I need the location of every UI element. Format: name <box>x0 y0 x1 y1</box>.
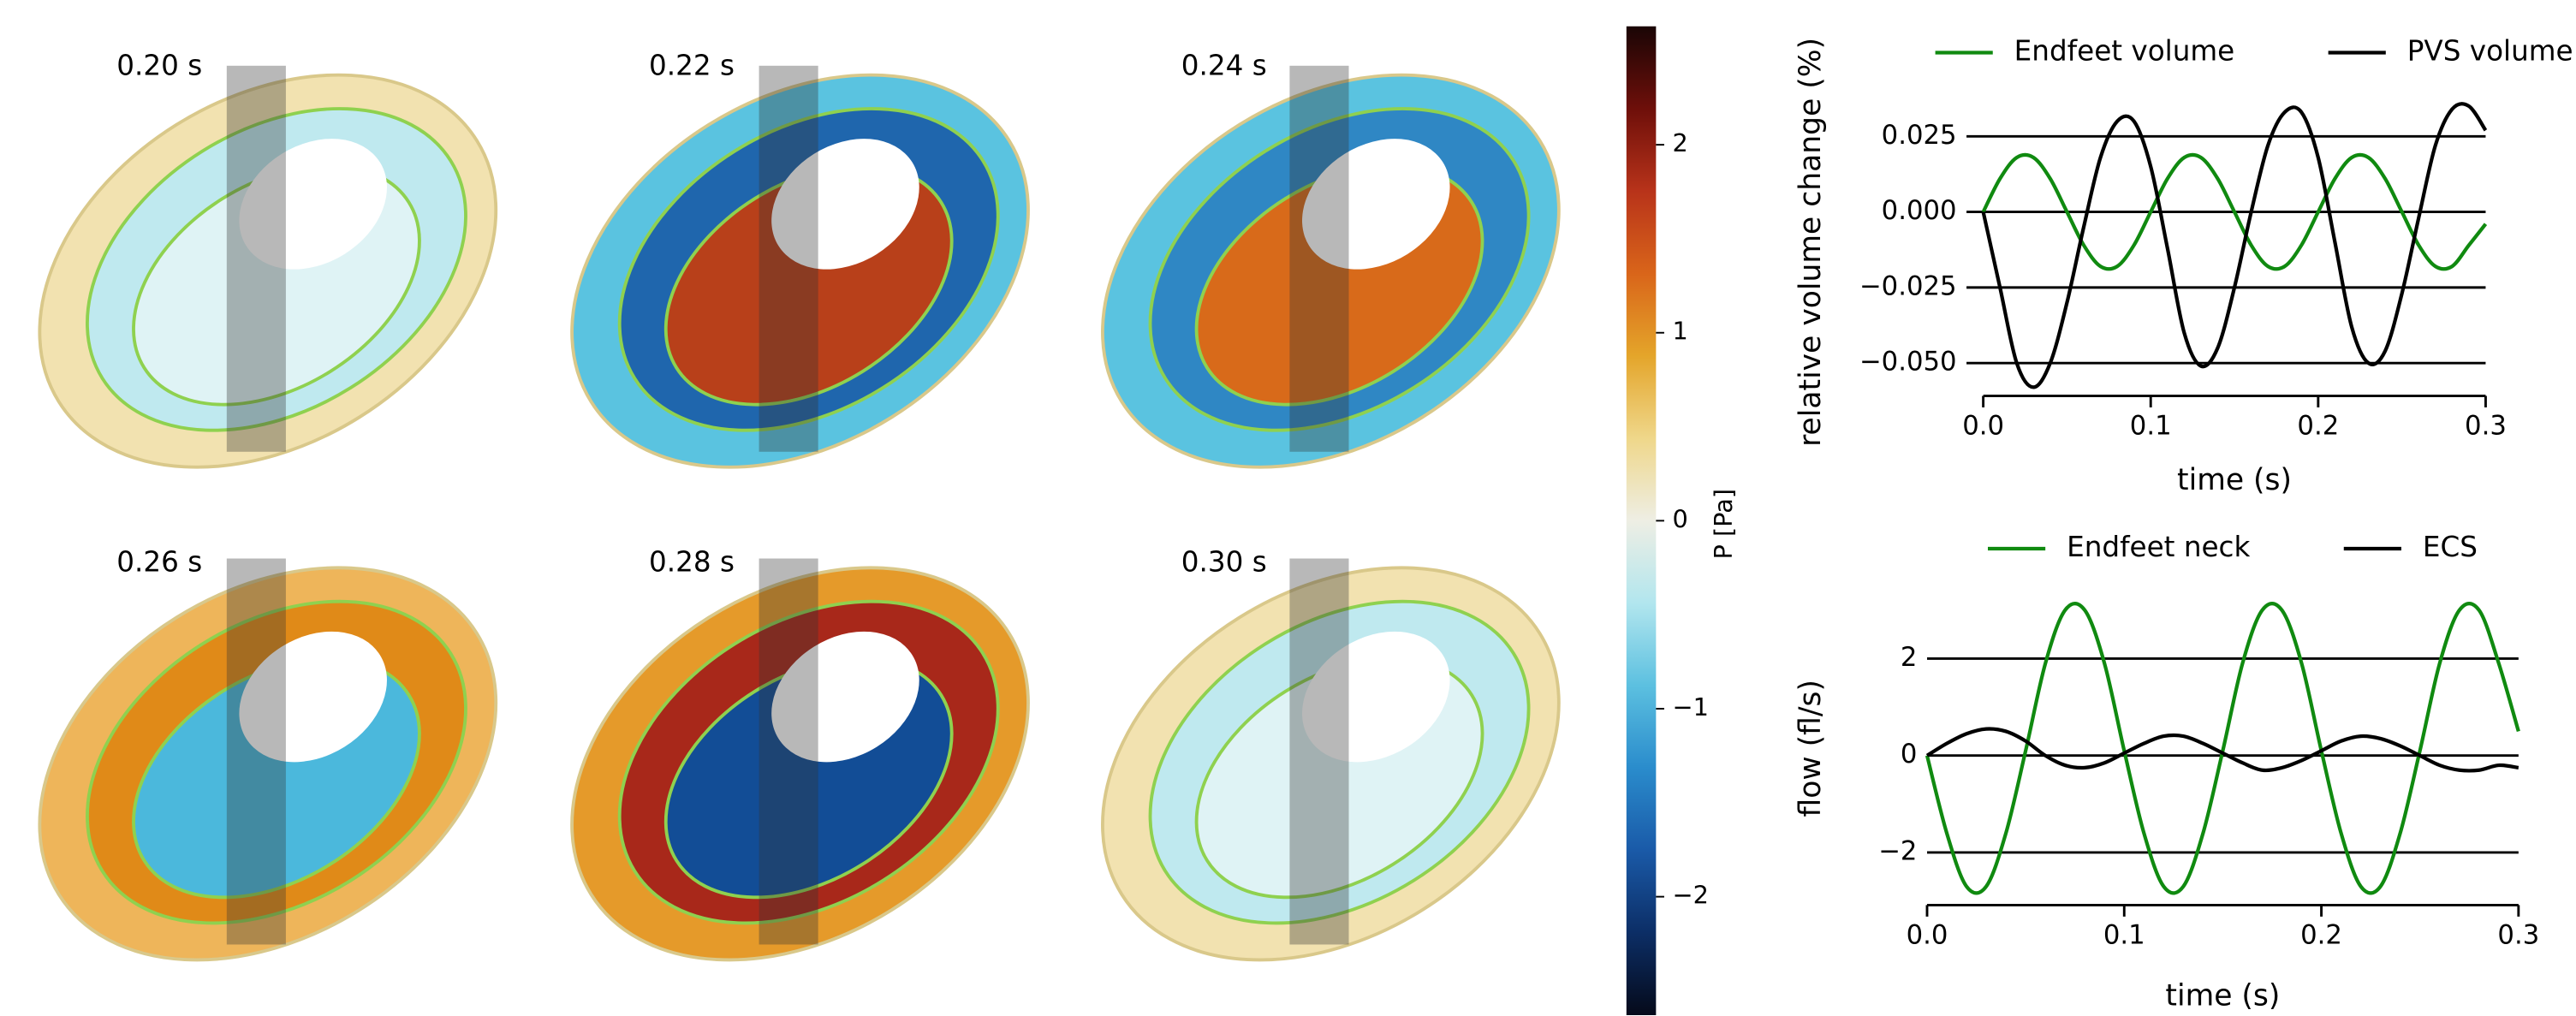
legend-label: ECS <box>2423 531 2478 563</box>
render <box>1101 73 1561 469</box>
x-tick-label: 0.3 <box>2497 920 2539 950</box>
render <box>570 73 1030 469</box>
render-label: 0.22 s <box>649 50 735 82</box>
data-line <box>1981 102 2488 389</box>
x-tick-label: 0.2 <box>2297 411 2339 441</box>
legend-label: Endfeet volume <box>2014 34 2235 67</box>
render-hole <box>771 139 919 270</box>
y-tick-label: −2 <box>1878 836 1917 866</box>
render <box>38 73 498 469</box>
y-tick-label: 0.025 <box>1882 121 1957 151</box>
y-tick-label: 0 <box>1901 740 1918 769</box>
render <box>570 566 1030 962</box>
colorbar-tick-label: −2 <box>1673 881 1709 910</box>
render-hole <box>1302 139 1450 270</box>
colorbar-tick-label: −1 <box>1673 692 1709 722</box>
x-tick-label: 0.3 <box>2465 411 2507 441</box>
colorbar-tick-label: 1 <box>1673 317 1688 346</box>
y-tick-label: 2 <box>1901 643 1918 673</box>
render-cut <box>1289 65 1349 452</box>
render-label: 0.24 s <box>1181 50 1267 82</box>
render-label: 0.28 s <box>649 545 735 578</box>
colorbar-tick-label: 2 <box>1673 128 1688 157</box>
render-cut <box>759 558 818 945</box>
y-axis-label: flow (fl/s) <box>1794 680 1828 817</box>
data-line <box>1981 152 2488 271</box>
render <box>38 566 498 962</box>
render-cut <box>1289 558 1349 945</box>
x-axis-label: time (s) <box>2165 978 2280 1013</box>
render-label: 0.20 s <box>116 50 202 82</box>
legend-label: PVS volume <box>2407 34 2573 67</box>
x-tick-label: 0.1 <box>2130 411 2172 441</box>
y-tick-label: −0.050 <box>1859 348 1957 377</box>
colorbar-tick-label: 0 <box>1673 504 1688 533</box>
render-cut <box>226 558 286 945</box>
x-tick-label: 0.0 <box>1962 411 2004 441</box>
legend-label: Endfeet neck <box>2067 531 2250 563</box>
data-line <box>1925 727 2519 773</box>
render <box>1101 566 1561 962</box>
x-tick-label: 0.2 <box>2300 920 2342 950</box>
render-hole <box>1302 631 1450 763</box>
colorbar-label: P [Pa] <box>1709 489 1738 560</box>
y-axis-label: relative volume change (%) <box>1794 38 1828 447</box>
render-cut <box>759 65 818 452</box>
y-tick-label: −0.025 <box>1859 271 1957 301</box>
colorbar <box>1626 26 1657 1015</box>
x-tick-label: 0.1 <box>2103 920 2145 950</box>
x-axis-label: time (s) <box>2177 463 2292 497</box>
render-label: 0.30 s <box>1181 545 1267 578</box>
render-hole <box>239 631 387 763</box>
data-line <box>1925 601 2520 895</box>
render-label: 0.26 s <box>116 545 202 578</box>
render-hole <box>239 139 387 270</box>
render-cut <box>226 65 286 452</box>
render-hole <box>771 631 919 763</box>
y-tick-label: 0.000 <box>1882 196 1957 226</box>
x-tick-label: 0.0 <box>1907 920 1948 950</box>
